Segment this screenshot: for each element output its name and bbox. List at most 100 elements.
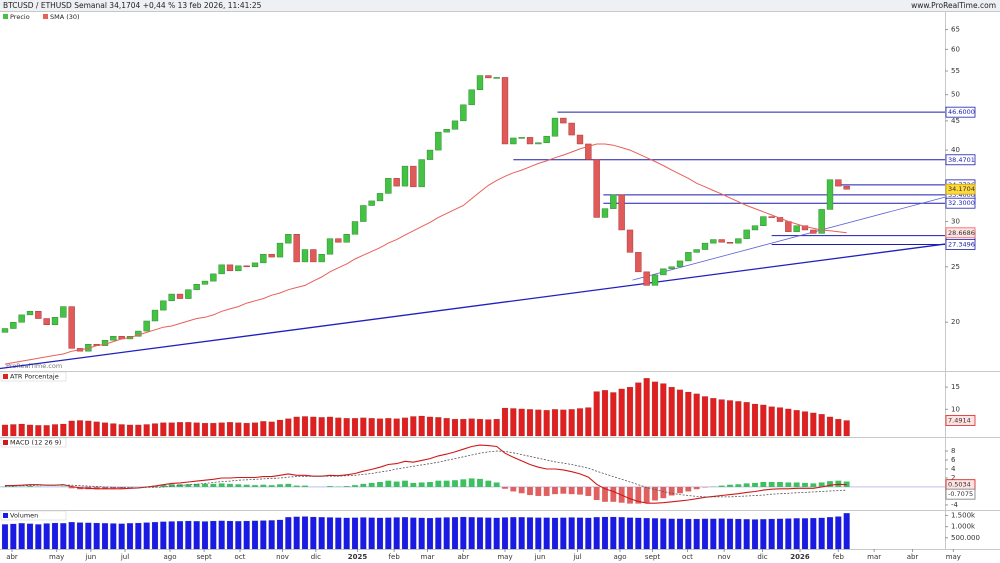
bar xyxy=(560,517,567,550)
bar xyxy=(760,404,767,437)
bar xyxy=(151,521,159,550)
x-tick-label: may xyxy=(497,553,512,561)
level-label-box xyxy=(945,154,976,166)
bar xyxy=(176,521,184,550)
bar xyxy=(426,416,434,437)
candle xyxy=(718,239,725,243)
bar xyxy=(226,422,234,437)
bar xyxy=(676,389,684,437)
candle xyxy=(510,137,517,145)
bar xyxy=(593,391,600,437)
candle xyxy=(635,252,642,273)
bar xyxy=(151,423,159,437)
histogram-bar xyxy=(293,485,300,487)
y-tick-label: 20 xyxy=(951,318,960,326)
histogram-bar xyxy=(827,481,833,487)
bar xyxy=(610,392,617,437)
candle xyxy=(660,268,667,276)
bar xyxy=(318,517,325,550)
y-tick-label: 1.500k xyxy=(951,511,976,519)
x-tick-label: dic xyxy=(757,553,767,561)
histogram-bar xyxy=(668,486,675,496)
atr-label: 7.4914 xyxy=(948,416,971,424)
x-tick-label: abr xyxy=(458,553,470,561)
histogram-bar xyxy=(718,485,725,487)
bar xyxy=(351,517,359,550)
bar xyxy=(185,422,192,437)
site-link[interactable]: www.ProRealTime.com xyxy=(911,1,996,10)
bar xyxy=(626,517,634,550)
bar xyxy=(268,520,275,550)
candle xyxy=(393,178,400,187)
histogram-bar xyxy=(393,481,400,487)
bar xyxy=(576,517,584,550)
bar xyxy=(610,516,617,550)
bar xyxy=(318,417,325,437)
histogram-bar xyxy=(527,486,533,496)
candle xyxy=(226,264,234,272)
histogram-bar xyxy=(327,486,333,487)
bar xyxy=(1,524,9,550)
histogram-bar xyxy=(477,478,483,487)
panel-separators xyxy=(0,11,1000,550)
histogram-bar xyxy=(593,486,600,501)
bar xyxy=(618,517,625,550)
bar xyxy=(185,520,192,550)
chart-header-title: BTCUSD / ETHUSD Semanal 34,1704 +0,44 % … xyxy=(3,1,262,10)
bar xyxy=(785,518,792,550)
bar xyxy=(168,521,175,550)
bar xyxy=(135,424,142,437)
histogram-bar xyxy=(502,486,508,489)
sma-label-box xyxy=(945,227,976,239)
bar xyxy=(551,517,559,550)
histogram-bar xyxy=(410,482,417,487)
bar xyxy=(235,422,242,437)
sma-label: 28.6686 xyxy=(948,229,975,237)
bar xyxy=(210,422,217,437)
histogram-bar xyxy=(377,482,383,487)
bar xyxy=(643,517,650,550)
bar xyxy=(135,522,142,550)
candle xyxy=(585,143,592,160)
histogram-bar xyxy=(260,484,267,487)
candle xyxy=(301,249,309,263)
candle xyxy=(710,239,717,244)
x-tick-label: jul xyxy=(120,553,129,561)
bar xyxy=(85,420,92,437)
candle xyxy=(193,284,200,290)
candle xyxy=(218,264,225,275)
bar xyxy=(126,424,134,437)
x-tick-label: may xyxy=(49,553,64,561)
bar xyxy=(343,418,350,437)
bar xyxy=(535,409,542,437)
watermark: ProRealTime.com xyxy=(6,362,62,370)
bar xyxy=(168,422,175,437)
bar xyxy=(201,521,209,550)
histogram-bar xyxy=(352,485,358,487)
bar xyxy=(810,412,817,437)
bar xyxy=(435,517,442,550)
signal-line xyxy=(5,450,847,498)
candle xyxy=(368,200,375,206)
histogram-bar xyxy=(302,485,308,487)
bar xyxy=(660,383,667,437)
bar xyxy=(760,519,767,550)
bar xyxy=(835,516,842,550)
bar xyxy=(251,422,259,437)
bar xyxy=(501,517,509,550)
candle xyxy=(535,142,542,145)
histogram-bar xyxy=(452,480,458,487)
candle xyxy=(785,221,792,232)
legend-label: SMA (30) xyxy=(50,13,80,21)
bar xyxy=(401,517,409,550)
bar xyxy=(701,518,709,550)
bar xyxy=(301,416,309,437)
histogram-bar xyxy=(493,482,500,487)
bar xyxy=(35,425,42,437)
x-tick-label: ago xyxy=(613,553,626,561)
bar xyxy=(843,420,850,437)
histogram-bar xyxy=(610,486,617,502)
candle xyxy=(210,273,217,282)
candle xyxy=(451,120,459,130)
